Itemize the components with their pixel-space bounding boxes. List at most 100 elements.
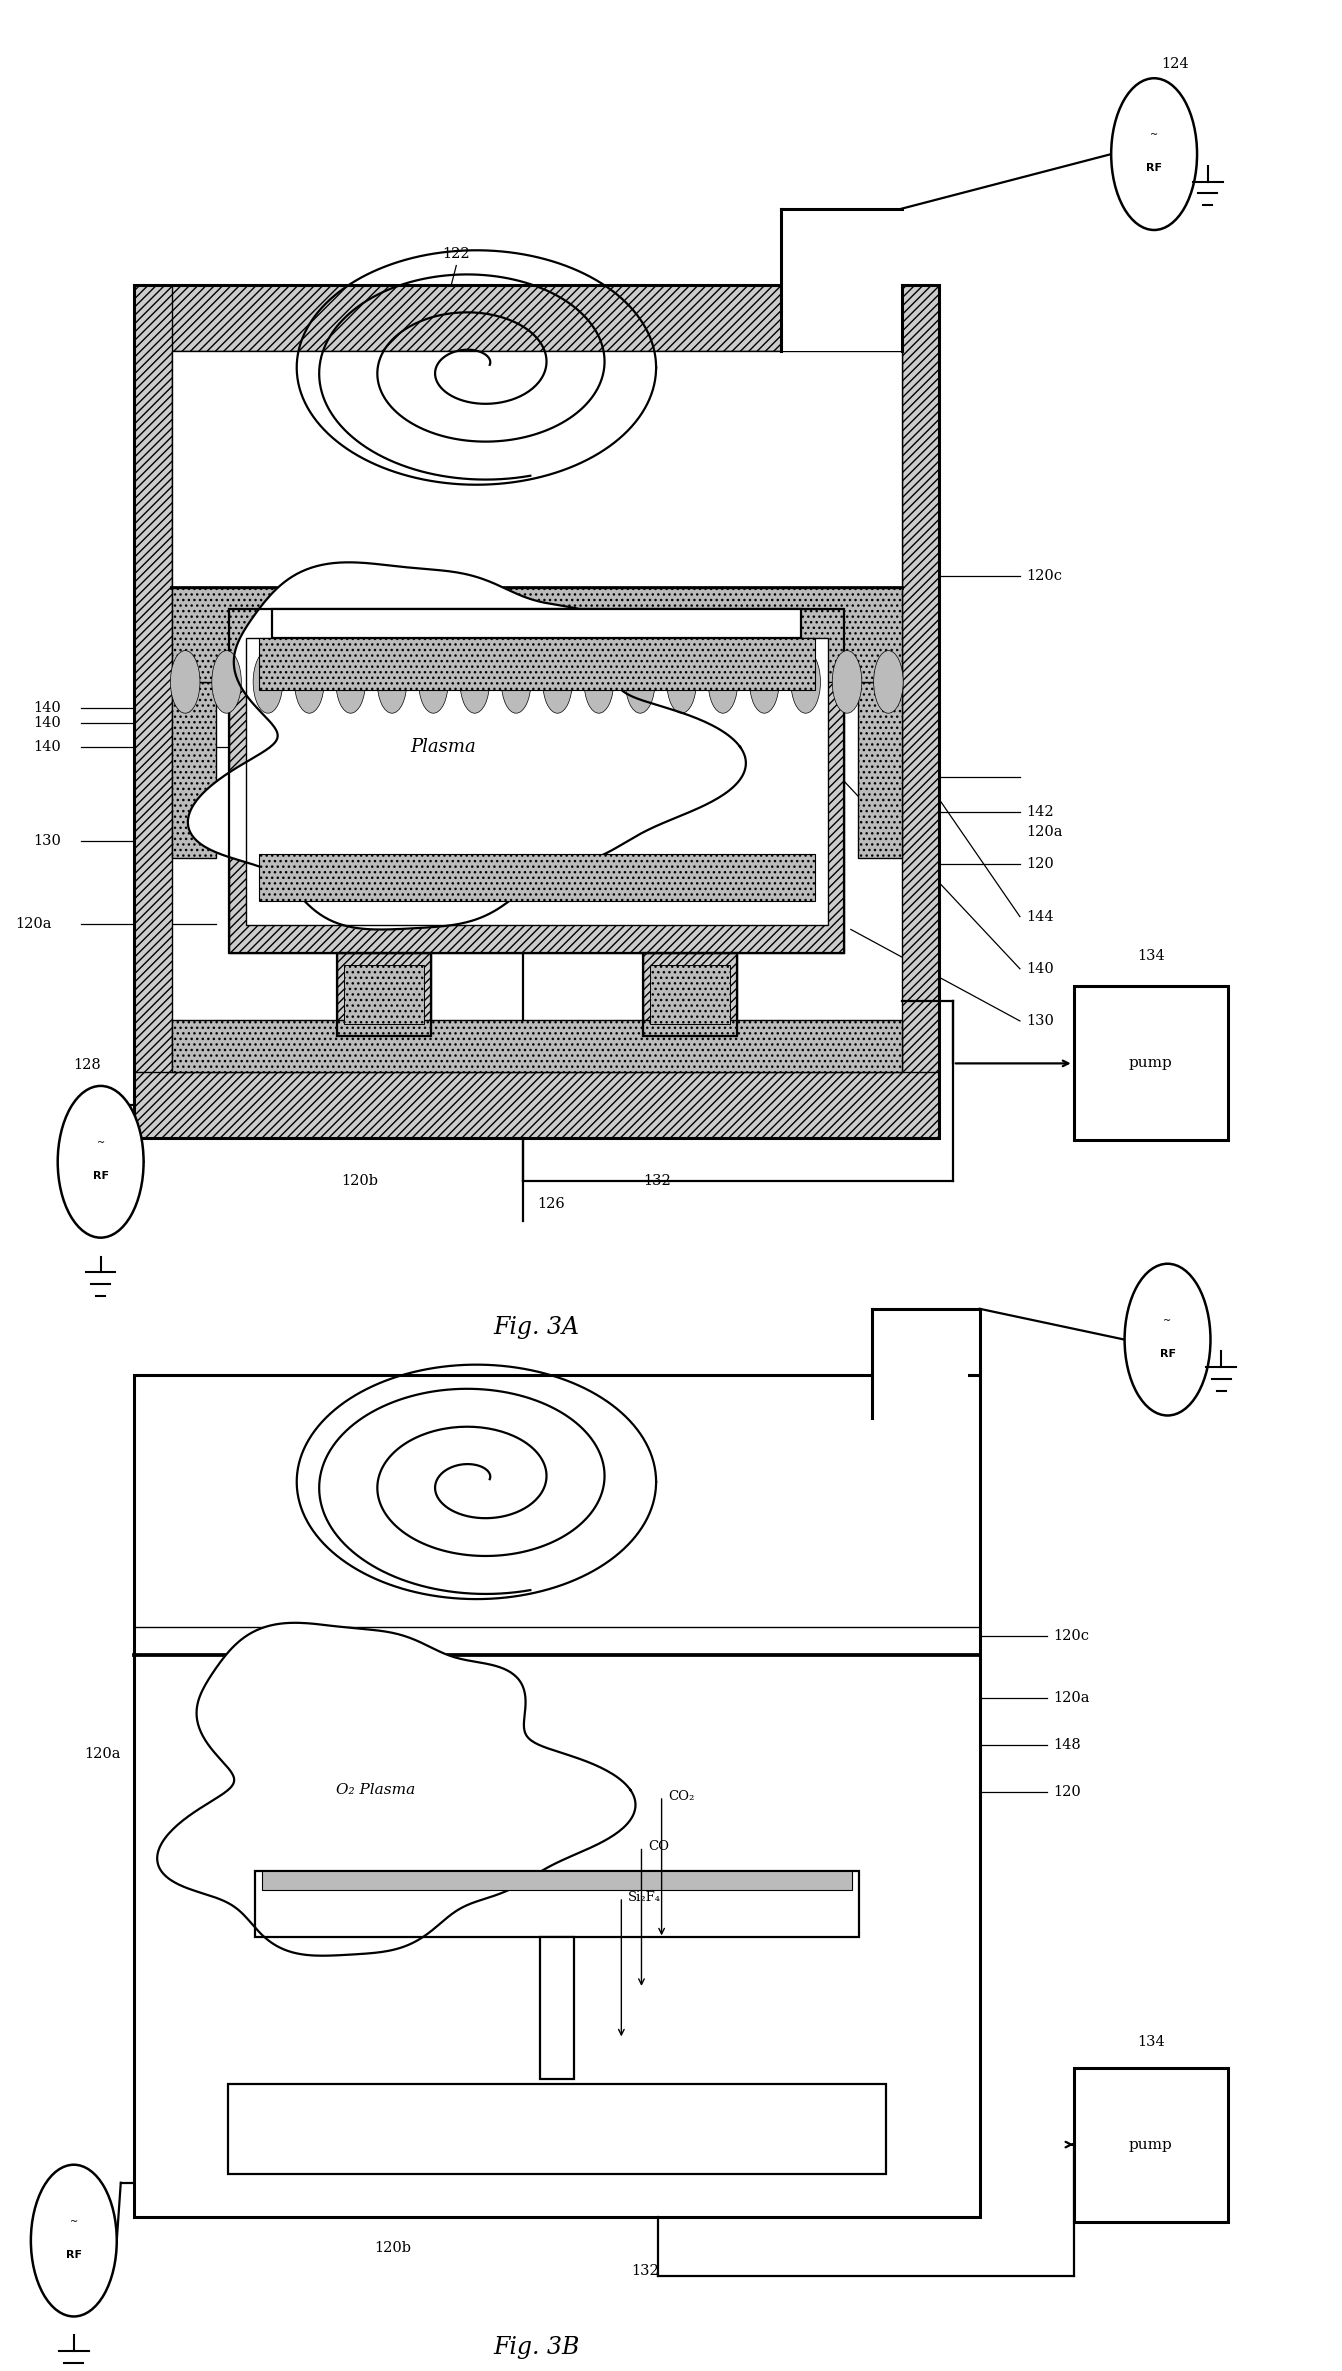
Bar <box>1074 986 1228 1140</box>
Text: RF: RF <box>93 1171 109 1181</box>
Text: Fig. 3A: Fig. 3A <box>494 1316 580 1340</box>
Text: 144: 144 <box>1027 910 1055 925</box>
Circle shape <box>31 2165 117 2316</box>
Bar <box>337 953 431 1036</box>
Text: 134: 134 <box>1137 2034 1165 2049</box>
Bar <box>134 285 939 1138</box>
Bar <box>229 609 844 953</box>
Bar <box>643 953 737 1036</box>
Bar <box>1074 2068 1228 2222</box>
Ellipse shape <box>336 650 365 714</box>
Text: pump: pump <box>1129 1057 1173 1069</box>
Text: Fig. 3B: Fig. 3B <box>494 2335 580 2359</box>
Bar <box>872 1287 968 1397</box>
Bar <box>259 638 815 690</box>
Circle shape <box>58 1086 144 1238</box>
Text: 122: 122 <box>443 247 470 261</box>
Text: 140: 140 <box>34 702 60 716</box>
Text: 120: 120 <box>1027 858 1055 873</box>
Text: 120c: 120c <box>1027 569 1063 583</box>
Ellipse shape <box>294 650 323 714</box>
Polygon shape <box>157 1622 636 1956</box>
Bar <box>246 638 828 925</box>
Bar <box>134 1072 939 1138</box>
Ellipse shape <box>502 650 531 714</box>
Text: 124: 124 <box>1161 57 1189 71</box>
Ellipse shape <box>419 650 448 714</box>
Bar <box>262 1871 852 1890</box>
Text: CO₂: CO₂ <box>668 1790 695 1802</box>
Text: RF: RF <box>1146 164 1162 173</box>
Bar <box>172 1020 902 1072</box>
Bar <box>902 285 939 1138</box>
Text: 130: 130 <box>1027 1015 1055 1029</box>
Text: ~: ~ <box>70 2217 78 2226</box>
Text: ~: ~ <box>1150 130 1158 140</box>
Text: CO: CO <box>648 1840 670 1854</box>
Bar <box>259 854 815 901</box>
Ellipse shape <box>170 650 200 714</box>
Bar <box>643 953 737 1036</box>
Circle shape <box>1111 78 1197 230</box>
Text: 120: 120 <box>1053 1785 1082 1800</box>
Bar <box>172 351 902 1072</box>
Text: Plasma: Plasma <box>411 737 475 756</box>
Bar <box>172 351 902 588</box>
Text: RF: RF <box>66 2250 82 2260</box>
Bar <box>228 2084 886 2174</box>
Bar <box>172 588 902 683</box>
Text: Si₂F₄: Si₂F₄ <box>628 1890 662 1904</box>
Text: 128: 128 <box>74 1057 101 1072</box>
Ellipse shape <box>584 650 613 714</box>
Ellipse shape <box>874 650 903 714</box>
Text: 120c: 120c <box>1053 1629 1090 1643</box>
Bar <box>858 683 902 858</box>
Text: RF: RF <box>1159 1349 1176 1359</box>
Text: 120a: 120a <box>85 1747 121 1762</box>
Text: ~: ~ <box>1164 1316 1172 1325</box>
Ellipse shape <box>667 650 696 714</box>
Text: 134: 134 <box>1137 948 1165 963</box>
Ellipse shape <box>542 650 572 714</box>
Bar <box>272 609 801 638</box>
Text: 126: 126 <box>537 1197 565 1212</box>
Text: 120a: 120a <box>1053 1691 1090 1705</box>
Text: 142: 142 <box>1027 806 1055 820</box>
Bar <box>541 1937 574 2079</box>
Ellipse shape <box>790 650 820 714</box>
Text: 132: 132 <box>644 1174 671 1188</box>
Text: 140: 140 <box>34 740 60 754</box>
Bar <box>781 209 902 351</box>
Ellipse shape <box>750 650 780 714</box>
Text: 120a: 120a <box>15 918 52 932</box>
Polygon shape <box>188 562 746 929</box>
Text: ~: ~ <box>97 1138 105 1148</box>
Ellipse shape <box>832 650 862 714</box>
Ellipse shape <box>377 650 407 714</box>
Text: 148: 148 <box>1053 1738 1082 1752</box>
Text: 140: 140 <box>34 716 60 730</box>
Ellipse shape <box>254 650 283 714</box>
Text: 120a: 120a <box>1027 825 1063 839</box>
Bar <box>229 609 844 953</box>
Bar <box>172 683 216 858</box>
Text: pump: pump <box>1129 2139 1173 2150</box>
Ellipse shape <box>625 650 655 714</box>
Text: O₂ Plasma: O₂ Plasma <box>336 1783 416 1797</box>
Text: 120b: 120b <box>374 2241 411 2255</box>
Bar <box>344 965 424 1024</box>
Bar <box>255 1871 859 1937</box>
Bar <box>337 953 431 1036</box>
Text: 140: 140 <box>1027 963 1055 977</box>
Ellipse shape <box>212 650 242 714</box>
Text: 132: 132 <box>631 2264 659 2279</box>
Bar <box>134 285 172 1138</box>
Bar <box>650 965 730 1024</box>
Text: 120b: 120b <box>341 1174 378 1188</box>
Circle shape <box>1125 1264 1210 1415</box>
Ellipse shape <box>460 650 490 714</box>
Text: 130: 130 <box>34 835 60 849</box>
Bar <box>134 285 939 351</box>
Ellipse shape <box>709 650 738 714</box>
Bar <box>134 1375 980 2217</box>
